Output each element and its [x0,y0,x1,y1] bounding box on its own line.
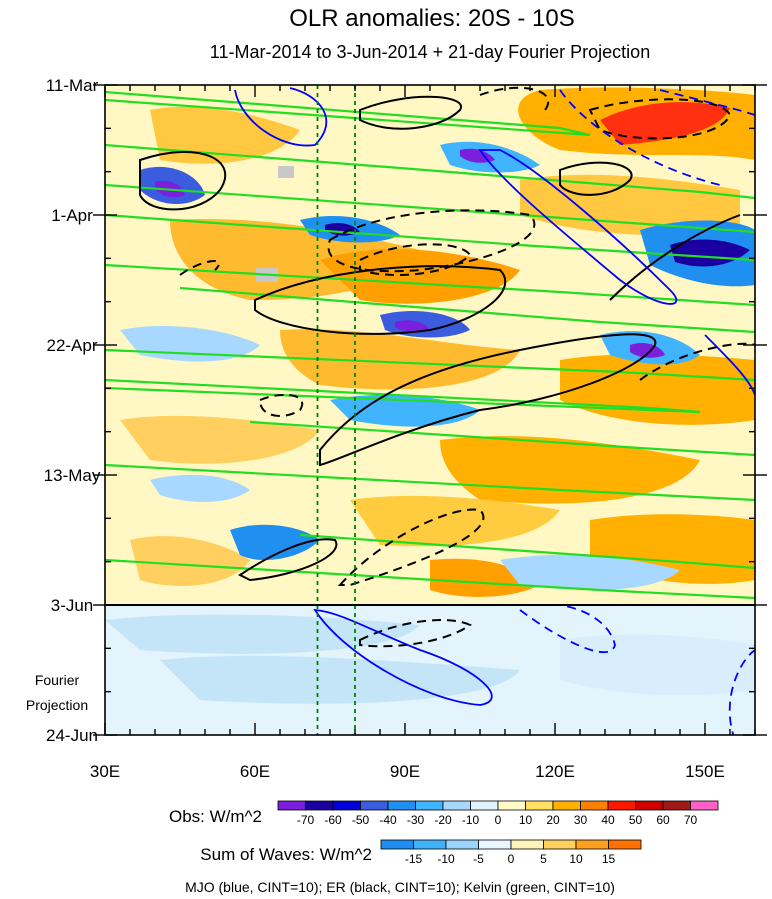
colorbar-swatch [635,800,664,811]
projection-patches [105,614,755,704]
colorbar-tick-label: 20 [546,813,560,827]
y-tick-label: 22-Apr [46,336,97,355]
colorbar-tick-label: -5 [473,852,484,866]
colorbar-swatch [662,800,691,811]
y-tick-label: 11-Mar [46,76,99,95]
colorbar-swatch [445,839,479,850]
y-tick-label: 3-Jun [51,596,94,615]
colorbar-tick-label: -30 [407,813,425,827]
colorbar-tick-label: 0 [495,813,502,827]
projection-label-line-2: Projection [26,697,88,713]
colorbar-swatch [552,800,581,811]
colorbar-swatch [360,800,389,811]
y-tick-label: 1-Apr [51,206,93,225]
colorbar-tick-label: -10 [462,813,480,827]
colorbar-swatch [543,839,577,850]
y-axis: 11-Mar 1-Apr 22-Apr 13-May 3-Jun 24-Jun [44,76,767,745]
colorbar-swatch [607,800,636,811]
colorbar-tick-label: -50 [352,813,370,827]
colorbar-swatch [497,800,526,811]
plot-area [105,85,755,735]
chart-title: OLR anomalies: 20S - 10S [289,5,574,32]
colorbar-swatch [413,839,447,850]
x-tick-label: 60E [240,762,270,781]
contour-legend: MJO (blue, CINT=10); ER (black, CINT=10)… [185,879,615,895]
colorbar-tick-label: 60 [656,813,670,827]
colorbar-swatch [608,839,642,850]
colorbar-swatch [305,800,334,811]
obs-colorbar: -70 -60 -50 -40 -30 -20 -10 0 10 20 30 40 50 60 70 [277,800,719,827]
wave-colorbar-label: Sum of Waves: W/m^2 [200,845,372,864]
y-tick-label: 13-May [44,466,101,485]
er-contours [139,95,741,582]
colorbar-swatch [415,800,444,811]
colorbar-tick-label: -60 [324,813,342,827]
er-negative-contours [179,86,755,648]
colorbar-swatch [380,839,414,850]
colorbar-tick-label: 50 [629,813,643,827]
colorbar-swatch [470,800,499,811]
colorbar-tick-label: 10 [519,813,533,827]
colorbar-swatch [387,800,416,811]
colorbar-swatch [690,800,719,811]
mjo-negative-contours [519,89,755,735]
colorbar-swatch [442,800,471,811]
mjo-contours [234,87,755,706]
colorbar-tick-label: -40 [379,813,397,827]
projection-label-line-1: Fourier [35,672,80,688]
colorbar-tick-label: 15 [602,852,616,866]
colorbar-tick-label: -10 [437,852,455,866]
colorbar-swatch [510,839,544,850]
colorbar-swatch [580,800,609,811]
y-tick-label: 24-Jun [46,726,98,745]
wave-colorbar: -15 -10 -5 0 5 10 15 [380,839,642,866]
x-tick-label: 150E [685,762,725,781]
colorbar-tick-label: 70 [684,813,698,827]
colorbar-tick-label: 5 [540,852,547,866]
colorbar-swatch [478,839,512,850]
colorbar-swatch [332,800,361,811]
colorbar-tick-label: -20 [434,813,452,827]
obs-colorbar-label: Obs: W/m^2 [169,807,262,826]
colorbar-tick-label: -15 [405,852,423,866]
colorbar-tick-label: 40 [601,813,615,827]
colorbar-tick-label: 10 [569,852,583,866]
colorbar-tick-label: 30 [574,813,588,827]
colorbar-tick-label: 0 [508,852,515,866]
x-tick-label: 30E [90,762,120,781]
x-tick-label: 120E [535,762,575,781]
x-axis: 30E 60E 90E 120E 150E [90,85,756,781]
chart-subtitle: 11-Mar-2014 to 3-Jun-2014 + 21-day Fouri… [210,42,650,62]
x-tick-label: 90E [390,762,420,781]
colorbar-swatch [525,800,554,811]
colorbar-tick-label: -70 [297,813,315,827]
colorbar-swatch [575,839,609,850]
colorbar-swatch [277,800,306,811]
